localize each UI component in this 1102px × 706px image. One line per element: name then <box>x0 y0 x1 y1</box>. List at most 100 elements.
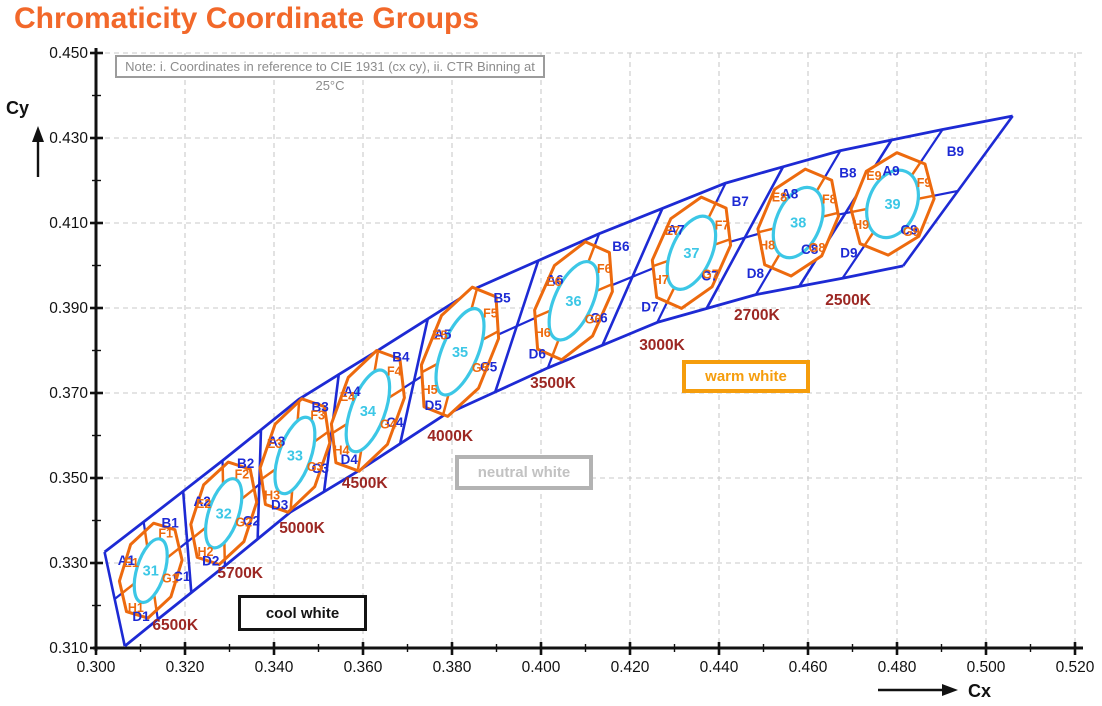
y-tick-label: 0.430 <box>49 130 88 147</box>
ring-bin-label-H1: H1 <box>128 601 144 615</box>
ring-bin-label-H3: H3 <box>264 489 280 503</box>
quadrant-label-B8: B8 <box>839 166 857 181</box>
quadrant-label-A7: A7 <box>667 222 684 237</box>
bin-number-38: 38 <box>790 216 806 232</box>
legend-cool-white-label: cool white <box>265 604 340 622</box>
y-tick-label: 0.370 <box>49 385 88 402</box>
ring-bin-label-F2: F2 <box>235 467 250 481</box>
quadrant-label-D6: D6 <box>529 347 547 362</box>
x-tick-label: 0.480 <box>878 659 917 676</box>
ring-bin-label-E7: E7 <box>665 224 680 238</box>
y-tick-label: 0.390 <box>49 300 88 317</box>
ring-bin-label-G3: G3 <box>307 460 324 474</box>
bin-ellipse-31 <box>132 537 169 605</box>
quadrant-label-B6: B6 <box>612 239 630 254</box>
ring-bin-label-H8: H8 <box>759 239 775 253</box>
quadrant-label-B2: B2 <box>237 456 254 471</box>
quadrant-label-A9: A9 <box>882 164 899 179</box>
x-tick-label: 0.420 <box>611 659 650 676</box>
quadrant-label-A5: A5 <box>434 327 452 342</box>
axes: 0.300 0.320 0.340 0.360 0.380 0.400 0.420 0.440… <box>49 45 1095 676</box>
y-tick-label: 0.350 <box>49 470 88 487</box>
bin-cluster-34 <box>329 349 406 473</box>
cct-label-4500K: 4500K <box>342 475 388 492</box>
bin-cluster-37 <box>650 195 733 310</box>
bin-ellipse-37 <box>665 214 718 291</box>
legend-warm-white: warm white <box>682 360 810 393</box>
y-axis-title: Cy <box>6 98 29 118</box>
ring-bin-label-G6: G6 <box>585 313 602 327</box>
quadrant-label-C2: C2 <box>243 514 260 529</box>
iso-cct-boundary-line <box>256 429 263 540</box>
iso-cct-boundary-line <box>181 491 193 593</box>
ring-bin-label-F8: F8 <box>822 192 837 206</box>
x-axis-title: Cx <box>968 681 991 701</box>
quadrant-label-B3: B3 <box>311 400 329 415</box>
ring-bin-label-G7: G7 <box>702 267 719 281</box>
note-box: Note: i. Coordinates in reference to CIE… <box>115 55 545 93</box>
quadrant-label-D3: D3 <box>271 498 289 513</box>
quadrant-label-C5: C5 <box>480 359 498 374</box>
ring-bin-label-E5: E5 <box>432 329 447 343</box>
ring-bin-label-F3: F3 <box>310 408 325 422</box>
quadrant-label-C8: C8 <box>801 242 819 257</box>
bin-number-36: 36 <box>565 294 581 310</box>
y-tick-label: 0.410 <box>49 215 88 232</box>
legend-neutral-white-label: neutral white <box>477 464 571 481</box>
x-tick-label: 0.520 <box>1056 659 1095 676</box>
bin-number-31: 31 <box>143 564 159 580</box>
x-tick-label: 0.440 <box>700 659 739 676</box>
cct-label-4000K: 4000K <box>427 428 473 445</box>
legend-cool-white: cool white <box>238 595 367 631</box>
ring-bin-label-F1: F1 <box>158 526 173 540</box>
y-axis-arrow-icon <box>32 126 44 177</box>
ring-bin-label-F5: F5 <box>483 307 498 321</box>
quadrant-label-C4: C4 <box>386 415 404 430</box>
quadrant-label-D9: D9 <box>840 245 857 260</box>
ring-bin-label-F4: F4 <box>387 364 402 378</box>
bin-number-33: 33 <box>287 448 303 464</box>
page-title: Chromaticity Coordinate Groups <box>14 2 480 35</box>
iso-cct-boundary-line <box>601 207 664 346</box>
quadrant-label-A6: A6 <box>546 272 564 287</box>
bin-cluster-35 <box>419 285 501 418</box>
bin-cluster-36 <box>533 240 614 362</box>
ring-bin-label-E6: E6 <box>546 275 561 289</box>
bin-number-32: 32 <box>216 506 232 522</box>
quadrant-label-D4: D4 <box>341 452 359 467</box>
ring-bin-label-G1: G1 <box>162 571 179 585</box>
cct-label-3500K: 3500K <box>530 375 576 392</box>
bin-ellipse-35 <box>434 306 486 397</box>
note-text: Note: i. Coordinates in reference to CIE… <box>125 59 535 93</box>
quadrant-label-B4: B4 <box>392 349 410 364</box>
x-tick-label: 0.360 <box>344 659 383 676</box>
y-tick-label: 0.310 <box>49 640 88 657</box>
quadrant-label-A4: A4 <box>343 384 361 399</box>
bin-number-39: 39 <box>884 197 900 213</box>
cct-label-6500K: 6500K <box>152 617 198 634</box>
cct-label-2700K: 2700K <box>734 307 780 324</box>
quadrant-label-D1: D1 <box>132 609 150 624</box>
quadrant-label-A3: A3 <box>268 434 286 449</box>
ring-bin-label-G4: G4 <box>380 417 397 431</box>
x-tick-label: 0.340 <box>255 659 294 676</box>
ring-bin-label-H5: H5 <box>422 383 438 397</box>
y-tick-label: 0.330 <box>49 555 88 572</box>
y-tick-label: 0.450 <box>49 45 88 62</box>
quadrant-label-A8: A8 <box>781 186 799 201</box>
ring-bin-label-F9: F9 <box>917 176 932 190</box>
quadrant-label-A1: A1 <box>118 553 136 568</box>
ring-bin-label-F7: F7 <box>715 219 730 233</box>
x-axis-arrow-icon <box>878 684 958 696</box>
bin-ellipse-38 <box>771 185 825 260</box>
bin-ellipse-36 <box>547 260 600 342</box>
x-tick-label: 0.380 <box>433 659 472 676</box>
quadrant-label-B1: B1 <box>162 515 180 530</box>
ring-bin-label-G2: G2 <box>235 516 252 530</box>
bin-clusters <box>117 151 936 620</box>
x-tick-label: 0.320 <box>166 659 205 676</box>
quadrant-label-B5: B5 <box>493 291 511 306</box>
bin-number-37: 37 <box>683 246 699 262</box>
